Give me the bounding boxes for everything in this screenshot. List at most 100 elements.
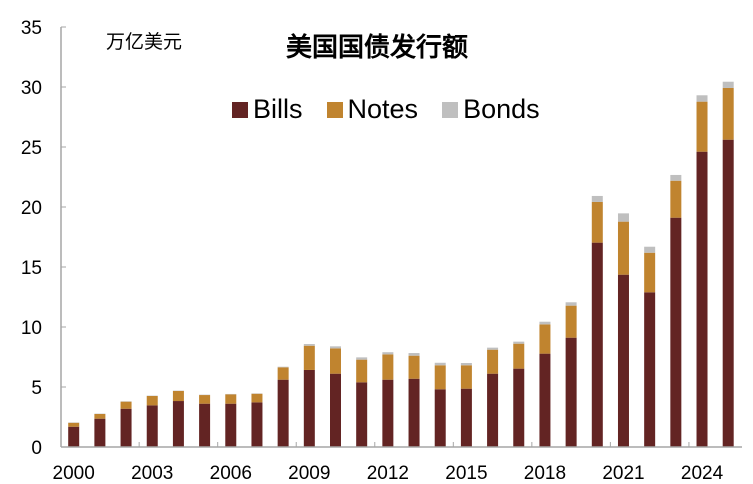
bar-segment-bills <box>591 242 603 447</box>
unit-label: 万亿美元 <box>106 31 183 53</box>
bar-segment-bonds <box>617 213 629 222</box>
bar-segment-bills <box>356 382 368 447</box>
bar-segment-notes <box>68 422 80 427</box>
bar-segment-notes <box>670 180 682 218</box>
bar-segment-bonds <box>513 341 525 344</box>
bar-segment-bonds <box>696 95 708 102</box>
bar-segment-bills <box>225 403 237 447</box>
x-tick-label: 2012 <box>367 463 409 484</box>
legend-item-bills: Bills <box>232 94 303 125</box>
y-axis: 0 5 10 15 20 25 30 35 <box>21 18 66 459</box>
bar-segment-bills <box>199 403 211 447</box>
bar-segment-bonds <box>460 363 472 366</box>
bar-segment-notes <box>696 101 708 152</box>
bar-segment-bonds <box>382 352 394 355</box>
bar-segment-notes <box>539 324 551 354</box>
bar-segment-bonds <box>277 366 289 368</box>
x-axis: 2000 2003 2006 2009 2012 2015 2018 2021 2024 <box>53 442 742 484</box>
bar-segment-notes <box>617 221 629 275</box>
legend-item-notes: Notes <box>326 94 419 125</box>
bar-segment-notes <box>251 393 263 403</box>
x-tick-label: 2015 <box>445 463 487 484</box>
bar-segment-bills <box>382 379 394 447</box>
bar-segment-bonds <box>565 302 577 306</box>
bar-segment-notes <box>565 305 577 338</box>
bar-segment-bonds <box>644 246 656 253</box>
legend-item-bonds: Bonds <box>442 94 540 125</box>
bar-segment-notes <box>303 345 315 370</box>
legend-swatch-bills <box>232 101 248 118</box>
bar-segment-bonds <box>591 195 603 202</box>
legend: Bills Notes Bonds <box>232 94 564 125</box>
bar-segment-bills <box>251 402 263 447</box>
x-tick-label: 2018 <box>524 463 566 484</box>
bar-segment-notes <box>146 396 158 406</box>
y-tick-label: 15 <box>21 258 42 279</box>
bar-segment-bonds <box>356 357 368 360</box>
bar-segment-bills <box>277 379 289 447</box>
x-tick-label: 2021 <box>602 463 644 484</box>
bar-segment-bills <box>434 389 446 447</box>
y-tick-label: 0 <box>31 438 42 459</box>
y-tick-label: 5 <box>31 378 42 399</box>
bar-segment-bills <box>172 401 184 447</box>
bar-segment-notes <box>591 201 603 243</box>
bar-segment-bills <box>146 405 158 447</box>
y-tick-label: 10 <box>21 318 42 339</box>
bar-segment-notes <box>644 252 656 293</box>
x-tick-label: 2009 <box>288 463 330 484</box>
bar-segment-bonds <box>670 174 682 181</box>
bar-segment-bills <box>513 368 525 447</box>
legend-swatch-notes <box>326 101 343 118</box>
legend-swatch-bonds <box>442 101 459 118</box>
bar-segment-bills <box>696 151 708 447</box>
bar-segment-bills <box>565 337 577 447</box>
bar-segment-bills <box>94 418 106 447</box>
x-tick-label: 2006 <box>210 463 252 484</box>
bar-segment-bills <box>670 217 682 447</box>
bar-segment-bills <box>120 408 132 447</box>
bar-segment-notes <box>356 359 368 383</box>
bar-segment-notes <box>277 367 289 380</box>
bar-segment-bills <box>460 388 472 447</box>
bar-segment-bonds <box>303 344 315 346</box>
bar-segment-bills <box>408 378 420 447</box>
y-tick-label: 35 <box>21 18 42 39</box>
bar-segment-bills <box>303 369 315 447</box>
bar-segment-bills <box>539 353 551 447</box>
bar-segment-bills <box>644 292 656 447</box>
bar-segment-notes <box>120 401 132 409</box>
bar-segment-bonds <box>487 347 499 350</box>
bar-segment-bonds <box>722 81 734 88</box>
bar-segment-bills <box>487 373 499 447</box>
bar-segment-bills <box>330 373 341 447</box>
bar-segment-notes <box>199 395 211 404</box>
bar-segment-notes <box>408 355 420 379</box>
legend-label-notes: Notes <box>347 94 419 124</box>
legend-label-bills: Bills <box>253 94 303 124</box>
bar-segment-notes <box>487 349 499 374</box>
bar-segment-notes <box>434 365 446 390</box>
bar-segment-notes <box>94 414 106 419</box>
bar-segment-notes <box>460 365 472 389</box>
x-tick-label: 2024 <box>681 463 724 484</box>
bars <box>68 81 734 447</box>
bar-segment-bills <box>617 274 629 447</box>
chart-title: 美国国债发行额 <box>286 33 469 63</box>
bar-segment-notes <box>225 394 237 404</box>
bar-segment-notes <box>722 87 734 140</box>
y-tick-label: 25 <box>21 138 42 159</box>
x-tick-label: 2000 <box>53 463 95 484</box>
bar-segment-bonds <box>434 362 446 366</box>
y-tick-label: 20 <box>21 198 42 219</box>
bar-segment-bonds <box>330 346 341 349</box>
bar-segment-bonds <box>408 353 420 356</box>
y-tick-label: 30 <box>21 78 42 99</box>
x-tick-label: 2003 <box>131 463 173 484</box>
legend-label-bonds: Bonds <box>463 94 540 124</box>
bar-segment-notes <box>382 354 394 380</box>
bar-segment-bills <box>68 426 80 447</box>
bar-segment-bills <box>722 139 734 447</box>
bar-segment-notes <box>330 348 341 374</box>
